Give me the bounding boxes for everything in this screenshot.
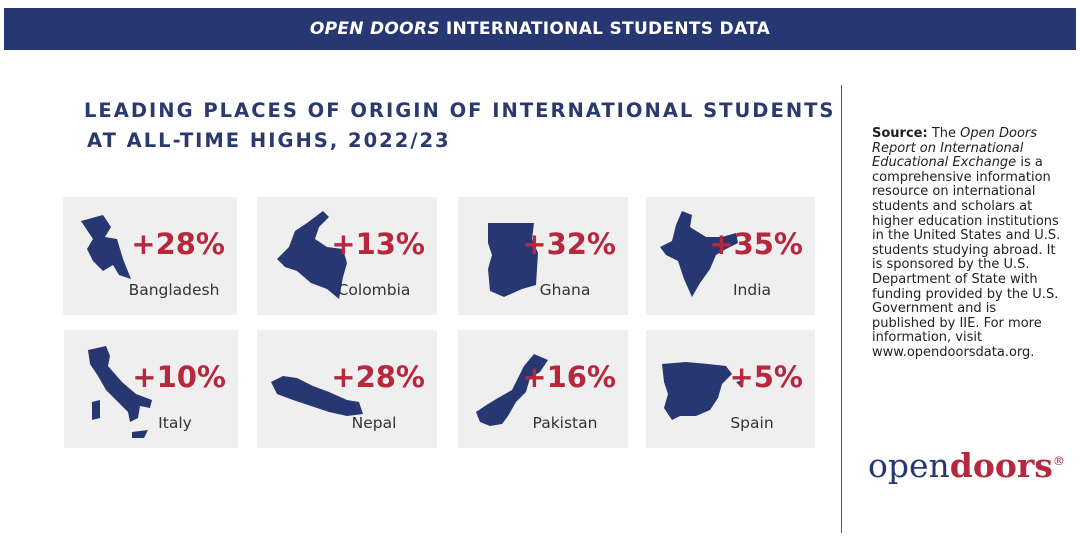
- change-value: +13%: [331, 227, 425, 261]
- change-value: +5%: [729, 360, 803, 394]
- country-shape: [660, 211, 738, 297]
- change-value: +32%: [522, 227, 616, 261]
- country-card: +28% Nepal: [257, 330, 437, 448]
- title-line: AT ALL-TIME HIGHS, 2022/23: [87, 129, 451, 152]
- country-name: Colombia: [337, 281, 411, 299]
- logo-open: open: [868, 446, 950, 485]
- source-label: Source:: [872, 126, 928, 141]
- country-name: India: [732, 281, 772, 299]
- country-shape: [476, 354, 548, 426]
- country-name: Bangladesh: [128, 281, 220, 299]
- header-brand: OPEN DOORS: [309, 19, 440, 39]
- header-bar: OPEN DOORS INTERNATIONAL STUDENTS DATA: [4, 8, 1076, 50]
- source-text: The: [931, 126, 957, 141]
- logo-doors: doors: [949, 446, 1053, 485]
- country-shape: [662, 362, 744, 420]
- source-note: Source: The Open Doors Report on Interna…: [872, 126, 1062, 361]
- source-text: is a comprehensive information resource …: [872, 155, 1061, 360]
- report-title: Open Doors Report on International Educa…: [872, 126, 1038, 171]
- country-name: Pakistan: [532, 414, 598, 432]
- country-card: +32% Ghana: [458, 197, 628, 315]
- country-card: +5% Spain: [646, 330, 815, 448]
- country-name: Spain: [730, 414, 774, 432]
- change-value: +28%: [131, 227, 225, 261]
- change-value: +35%: [709, 227, 803, 261]
- header-title: INTERNATIONAL STUDENTS DATA: [445, 19, 771, 39]
- change-value: +28%: [331, 360, 425, 394]
- country-name: Nepal: [351, 414, 397, 432]
- title-line: LEADING PLACES OF ORIGIN OF INTERNATIONA…: [84, 99, 836, 122]
- country-shape: [271, 376, 363, 416]
- country-card: +10% Italy: [64, 330, 238, 448]
- infographic-title: LEADING PLACES OF ORIGIN OF INTERNATIONA…: [84, 96, 835, 156]
- change-value: +10%: [132, 360, 226, 394]
- logo-mark: ®: [1052, 454, 1065, 468]
- country-shape: [88, 346, 152, 438]
- divider: [841, 85, 842, 533]
- country-card: +28% Bangladesh: [63, 197, 237, 315]
- country-card: +13% Colombia: [257, 197, 437, 315]
- country-shape: [488, 223, 538, 297]
- country-name: Ghana: [539, 281, 591, 299]
- country-card: +16% Pakistan: [458, 330, 628, 448]
- change-value: +16%: [522, 360, 616, 394]
- country-name: Italy: [158, 414, 192, 432]
- country-card: +35% India: [646, 197, 815, 315]
- country-shape: [277, 211, 347, 299]
- logo: opendoors®: [868, 446, 1065, 485]
- country-shape: [81, 215, 131, 279]
